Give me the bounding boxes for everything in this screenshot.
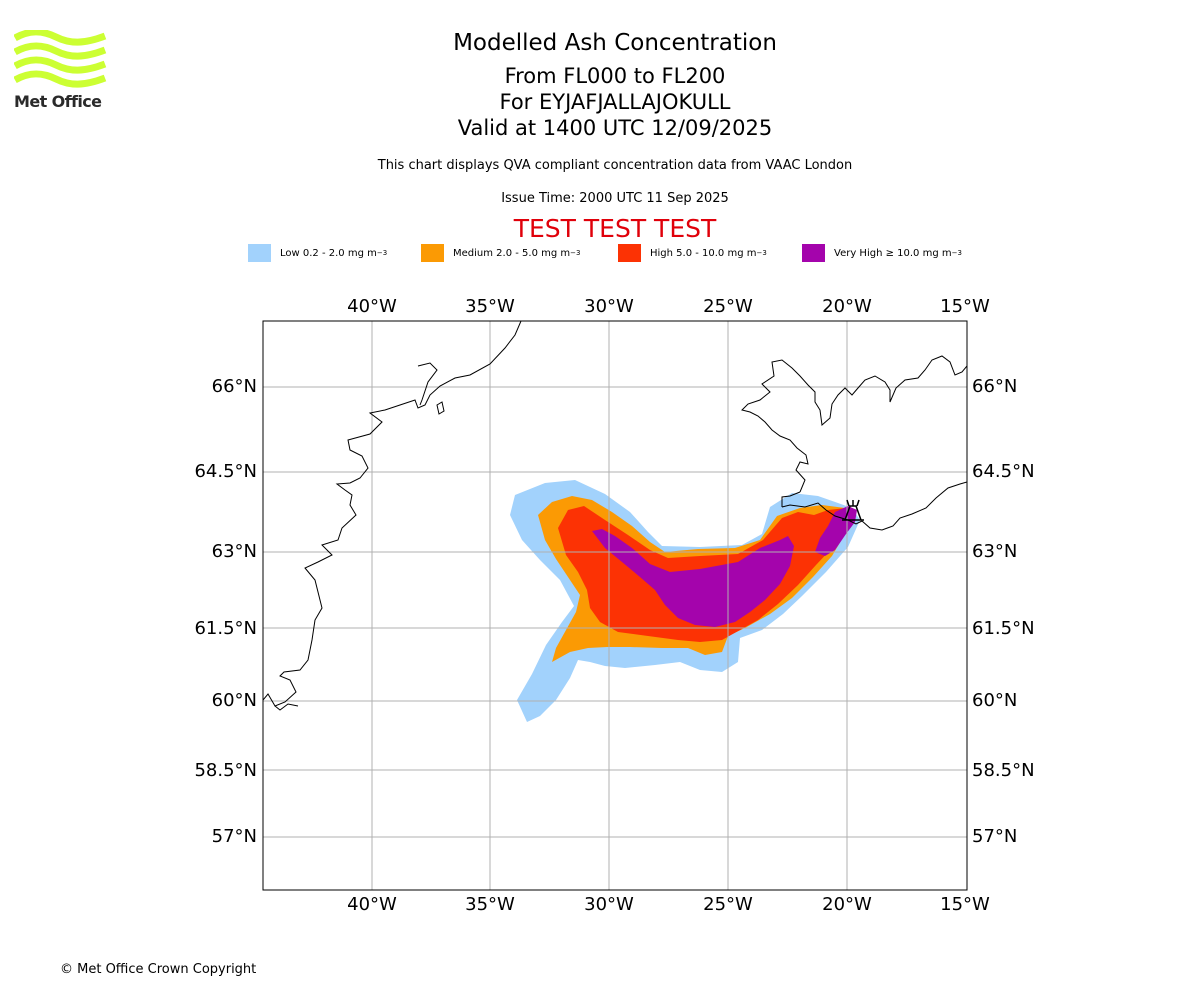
coastlines (263, 321, 967, 711)
wave-logo-icon (13, 28, 107, 88)
volcano-name: For EYJAFJALLAJOKULL (499, 90, 731, 114)
lon-label-top: 20°W (822, 296, 872, 317)
graticule (263, 321, 967, 890)
volcano-icon (842, 499, 864, 521)
lat-label-right: 63°N (972, 541, 1017, 562)
lon-label-bottom: 20°W (822, 894, 872, 915)
lon-label-top: 25°W (703, 296, 753, 317)
flight-levels: From FL000 to FL200 (504, 64, 726, 88)
ash-very-high-patch (715, 584, 724, 597)
legend-unit-medium: −3 (570, 249, 581, 257)
legend: Low 0.2 - 2.0 mg m −3 Medium 2.0 - 5.0 mg… (0, 244, 1200, 264)
lon-label-top: 40°W (347, 296, 397, 317)
greenland-coast (263, 321, 522, 707)
lat-label-right: 60°N (972, 690, 1017, 711)
legend-label-medium: Medium 2.0 - 5.0 mg m (453, 247, 571, 259)
legend-unit-very-high: −3 (951, 249, 962, 257)
lat-label-left: 61.5°N (194, 618, 257, 639)
lon-label-bottom: 30°W (584, 894, 634, 915)
map-frame (262, 320, 968, 891)
lon-label-top: 15°W (940, 296, 990, 317)
legend-unit-high: −3 (756, 249, 767, 257)
copyright: © Met Office Crown Copyright (60, 962, 257, 977)
lon-label-top: 30°W (584, 296, 634, 317)
logo-text: Met Office (14, 92, 102, 111)
lat-label-left: 64.5°N (194, 461, 257, 482)
lon-label-bottom: 35°W (465, 894, 515, 915)
legend-item-low: Low 0.2 - 2.0 mg m −3 (248, 244, 387, 262)
legend-label-very-high: Very High ≥ 10.0 mg m (834, 247, 952, 259)
lon-label-bottom: 25°W (703, 894, 753, 915)
lat-label-left: 63°N (212, 541, 257, 562)
lon-label-bottom: 15°W (940, 894, 990, 915)
legend-item-medium: Medium 2.0 - 5.0 mg m −3 (421, 244, 580, 262)
ash-very-high-area (592, 529, 794, 627)
valid-time: Valid at 1400 UTC 12/09/2025 (457, 116, 773, 140)
legend-label-low: Low 0.2 - 2.0 mg m (280, 247, 377, 259)
lat-label-left: 57°N (212, 826, 257, 847)
met-office-logo: Met Office (13, 28, 109, 112)
lat-label-left: 58.5°N (194, 760, 257, 781)
legend-label-high: High 5.0 - 10.0 mg m (650, 247, 757, 259)
iceland-coast (781, 481, 967, 531)
legend-unit-low: −3 (376, 249, 388, 257)
lon-label-bottom: 40°W (347, 894, 397, 915)
issue-time: Issue Time: 2000 UTC 11 Sep 2025 (501, 191, 729, 206)
lat-label-right: 61.5°N (972, 618, 1035, 639)
chart-title: Modelled Ash Concentration (453, 30, 777, 56)
legend-item-high: High 5.0 - 10.0 mg m −3 (618, 244, 767, 262)
test-banner: TEST TEST TEST (513, 214, 717, 243)
legend-swatch-high (618, 244, 641, 262)
lat-label-right: 57°N (972, 826, 1017, 847)
lat-label-left: 60°N (212, 690, 257, 711)
lat-label-right: 66°N (972, 376, 1017, 397)
lat-label-right: 64.5°N (972, 461, 1035, 482)
legend-swatch-low (248, 244, 271, 262)
lon-label-top: 35°W (465, 296, 515, 317)
lat-label-right: 58.5°N (972, 760, 1035, 781)
chart-subtitle: This chart displays QVA compliant concen… (377, 158, 853, 173)
legend-swatch-medium (421, 244, 444, 262)
legend-item-very-high: Very High ≥ 10.0 mg m −3 (802, 244, 962, 262)
lat-label-left: 66°N (212, 376, 257, 397)
legend-swatch-very-high (802, 244, 825, 262)
